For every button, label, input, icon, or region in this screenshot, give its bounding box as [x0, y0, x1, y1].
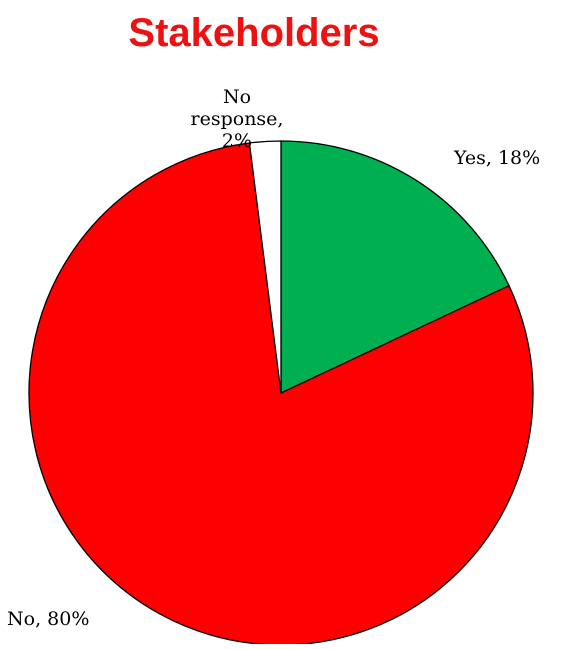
slice-label-line: No	[223, 86, 251, 108]
slice-label-line: response,	[191, 108, 284, 130]
slice-label-no: No, 80%	[7, 608, 89, 630]
pie-slices	[28, 140, 534, 646]
pie-slice-yes	[280, 140, 510, 395]
pie-slice-no-response	[248, 140, 282, 394]
slice-label-yes: Yes, 18%	[453, 147, 540, 169]
slice-label-line: 2%	[222, 130, 252, 152]
slice-label-no-response: No response, 2%	[191, 86, 284, 152]
chart-title: Stakeholders	[128, 11, 379, 55]
pie-labels: Yes, 18% No, 80% No response, 2%	[7, 86, 540, 630]
pie-slice-no	[28, 142, 534, 646]
